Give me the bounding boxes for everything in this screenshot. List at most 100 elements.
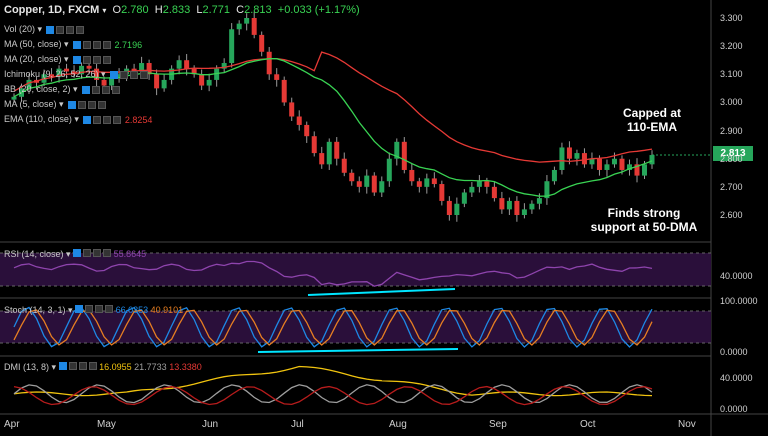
candle-body [326, 141, 332, 165]
candle-body [56, 68, 62, 78]
indicator-buttons[interactable] [82, 115, 121, 124]
candle-body [296, 116, 302, 125]
candle-body [139, 63, 145, 72]
price-tick-label: 2.800 [720, 153, 743, 164]
rsi-title[interactable]: RSI (14, close) ▾ 55.8645 [4, 249, 147, 259]
candle-body [626, 164, 632, 170]
candle-body [356, 181, 362, 187]
candle-body [641, 164, 647, 176]
indicator-row[interactable]: MA (20, close) ▾ [4, 54, 111, 65]
candle-body [71, 71, 77, 75]
indicator-buttons[interactable] [72, 55, 111, 64]
candle-body [94, 68, 100, 80]
candle-body [529, 203, 535, 210]
candle-body [116, 74, 122, 78]
indicator-buttons[interactable] [72, 40, 111, 49]
chart-header: Copper, 1D, FXCM ▾ O2.780 H2.833 L2.771 … [4, 4, 360, 16]
candle-body [484, 181, 490, 187]
price-tick-label: 2.900 [720, 125, 743, 136]
candle-body [454, 203, 460, 215]
candle-body [244, 18, 250, 24]
candle-body [416, 181, 422, 187]
indicator-row[interactable]: EMA (110, close) ▾ 2.8254 [4, 114, 152, 125]
dmi-title[interactable]: DMI (13, 8) ▾ 16.0955 21.7733 13.3380 [4, 362, 202, 372]
annotation-support: Finds strong support at 50-DMA [590, 206, 698, 234]
indicator-row[interactable]: MA (50, close) ▾ 2.7196 [4, 39, 142, 50]
candle-body [191, 68, 197, 75]
indicator-buttons[interactable] [46, 25, 85, 34]
indicator-tick-label: 0.0000 [720, 347, 748, 357]
close-label: C [236, 4, 245, 16]
candle-body [566, 147, 572, 159]
candle-body [596, 158, 602, 170]
month-tick-label: Jun [202, 419, 219, 430]
high-value: 2.833 [162, 4, 191, 16]
open-value: 2.780 [121, 4, 149, 16]
indicator-buttons[interactable] [81, 85, 120, 94]
indicator-label: EMA (110, close) ▾ [4, 114, 79, 124]
indicator-row[interactable]: Ichimoku (9, 26, 52, 26) ▾ [4, 69, 148, 80]
price-tick-label: 3.000 [720, 97, 743, 108]
candle-body [574, 153, 580, 159]
candle-body [536, 198, 542, 204]
indicator-value: 2.8254 [124, 114, 153, 125]
candle-body [229, 29, 235, 64]
candle-body [461, 192, 467, 204]
indicator-row[interactable]: MA (5, close) ▾ [4, 99, 106, 110]
indicator-label: MA (20, close) ▾ [4, 54, 69, 64]
candle-body [319, 153, 325, 165]
candle-body [379, 181, 385, 193]
candle-body [251, 18, 257, 35]
candle-body [199, 74, 205, 86]
candle-body [506, 200, 512, 210]
candle-body [101, 79, 107, 86]
chevron-down-icon[interactable]: ▾ [102, 6, 107, 15]
candle-body [311, 136, 317, 154]
indicator-label: MA (5, close) ▾ [4, 99, 64, 109]
candle-body [274, 74, 280, 80]
indicator-label: Ichimoku (9, 26, 52, 26) ▾ [4, 69, 106, 79]
candle-body [439, 184, 445, 201]
month-tick-label: Jul [291, 419, 304, 430]
candle-body [521, 209, 527, 215]
candle-body [619, 158, 625, 170]
indicator-buttons[interactable] [109, 70, 148, 79]
indicator-buttons[interactable] [67, 100, 106, 109]
candle-body [491, 186, 497, 199]
candle-body [131, 68, 137, 72]
stoch-d-line [13, 309, 653, 346]
candle-body [259, 34, 265, 52]
candle-body [604, 164, 610, 170]
month-tick-label: Nov [678, 419, 696, 430]
price-tick-label: 3.100 [720, 69, 743, 80]
price-tick-label: 3.200 [720, 41, 743, 52]
candle-body [11, 96, 17, 100]
candle-body [221, 63, 227, 69]
candle-body [154, 74, 160, 89]
candle-body [551, 169, 557, 182]
indicator-row[interactable]: Vol (20) ▾ [4, 24, 85, 35]
indicator-tick-label: 40.0000 [720, 373, 753, 383]
candle-body [49, 74, 55, 78]
price-tick-label: 3.300 [720, 13, 743, 23]
dmi-value-3: 13.3380 [169, 362, 202, 372]
symbol-title[interactable]: Copper, 1D, FXCM [4, 4, 100, 16]
candle-body [371, 175, 377, 193]
candle-body [176, 60, 182, 69]
candle-body [146, 63, 152, 75]
candle-body [184, 60, 190, 69]
dmi-minus-line [13, 385, 653, 406]
candle-body [214, 68, 220, 80]
candle-body [281, 79, 287, 103]
indicator-label: MA (50, close) ▾ [4, 39, 69, 49]
indicator-row[interactable]: BB (20, close, 2) ▾ [4, 84, 120, 95]
candle-body [386, 158, 392, 182]
candle-body [109, 77, 115, 86]
month-tick-label: Sep [489, 419, 507, 430]
candle-body [79, 65, 85, 75]
candle-body [341, 158, 347, 173]
stoch-title[interactable]: Stoch (14, 3, 1) ▾ 66.0353 40.9101 [4, 305, 184, 315]
candle-body [266, 51, 272, 75]
candle-body [334, 141, 340, 159]
